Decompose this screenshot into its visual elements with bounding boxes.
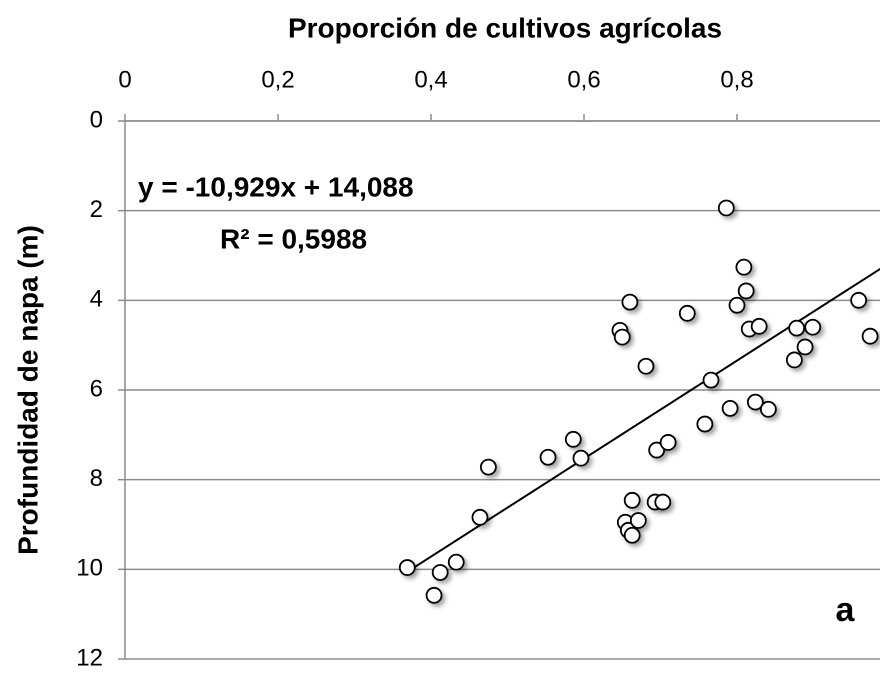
point — [539, 448, 557, 466]
point — [659, 434, 677, 451]
point — [861, 327, 879, 345]
point — [785, 351, 803, 369]
point — [696, 415, 714, 433]
point — [572, 449, 590, 467]
point — [717, 199, 735, 217]
y-tick-label: 8 — [90, 465, 103, 492]
x-tick-label: 0,6 — [567, 66, 600, 93]
r-squared: R² = 0,5988 — [220, 223, 367, 254]
point — [648, 441, 666, 459]
point — [447, 553, 465, 571]
point — [804, 318, 822, 336]
y-tick-label: 0 — [90, 106, 103, 133]
equation: y = -10,929x + 14,088 — [138, 171, 414, 202]
point — [479, 458, 497, 476]
point — [796, 338, 814, 356]
point — [654, 493, 672, 511]
y-tick-label: 10 — [76, 555, 103, 582]
chart-title: Proporción de cultivos agrícolas — [288, 12, 722, 43]
y-tick-label: 2 — [90, 196, 103, 223]
point — [702, 371, 720, 389]
point — [678, 304, 696, 322]
point — [621, 293, 639, 311]
point — [398, 559, 416, 576]
point — [728, 296, 746, 314]
y-tick-label: 4 — [90, 286, 103, 313]
point — [759, 400, 777, 418]
point — [629, 512, 647, 529]
y-tick-label: 6 — [90, 375, 103, 402]
point — [623, 526, 641, 544]
point — [564, 430, 582, 448]
x-tick-label: 0,2 — [261, 66, 294, 93]
x-tick-label: 0,4 — [414, 66, 447, 93]
point — [623, 491, 641, 509]
point — [850, 291, 868, 309]
point — [637, 357, 655, 375]
point — [735, 258, 753, 276]
point — [746, 393, 764, 411]
point — [737, 282, 755, 300]
point — [750, 317, 768, 335]
point — [425, 586, 443, 604]
point — [431, 564, 449, 581]
y-axis-label: Profundidad de napa (m) — [12, 225, 43, 555]
y-tick-label: 12 — [76, 644, 103, 671]
point — [471, 508, 489, 526]
panel-label: a — [836, 591, 856, 629]
x-tick-label: 0,8 — [720, 66, 753, 93]
point — [721, 399, 739, 417]
x-tick-label: 0 — [118, 66, 131, 93]
point — [788, 319, 806, 337]
point — [613, 328, 631, 346]
